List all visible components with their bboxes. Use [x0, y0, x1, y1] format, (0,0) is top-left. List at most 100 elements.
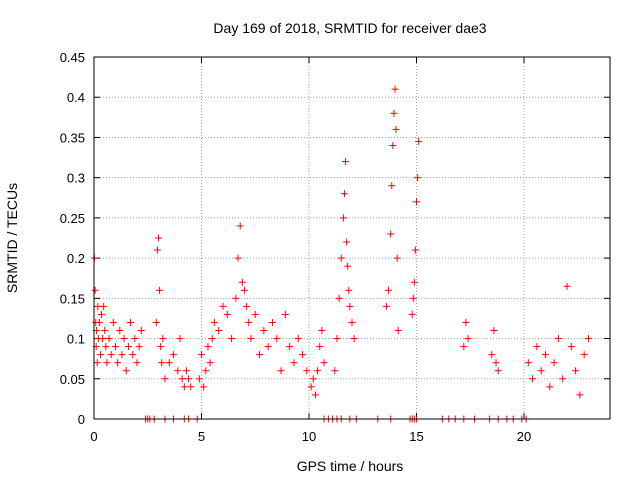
data-point — [112, 343, 119, 351]
data-point — [494, 367, 502, 375]
data-point — [238, 278, 246, 286]
data-point — [411, 246, 419, 254]
x-tick-label: 15 — [409, 429, 423, 444]
data-point — [572, 367, 580, 375]
data-point — [102, 343, 110, 351]
data-point — [390, 109, 398, 117]
data-point — [462, 318, 470, 326]
y-tick-label: 0.45 — [60, 50, 85, 65]
data-point — [488, 351, 496, 359]
x-tick-label: 10 — [302, 429, 316, 444]
data-point — [294, 335, 302, 343]
data-point — [385, 286, 393, 294]
data-point — [159, 335, 167, 343]
data-point — [342, 158, 350, 166]
data-point — [91, 286, 99, 294]
data-point — [206, 359, 214, 367]
chart-title: Day 169 of 2018, SRMTID for receiver dae… — [213, 20, 486, 36]
y-axis-label: SRMTID / TECUs — [4, 183, 20, 293]
data-point — [303, 367, 311, 375]
x-axis-label: GPS time / hours — [297, 458, 404, 474]
plot-frame — [93, 56, 611, 420]
data-point — [152, 318, 160, 326]
data-point — [101, 327, 109, 335]
y-tick-label: 0.35 — [60, 130, 85, 145]
data-point — [98, 310, 106, 318]
data-point — [155, 234, 162, 242]
data-point — [165, 359, 173, 367]
data-point — [208, 335, 216, 343]
data-point — [331, 367, 339, 375]
y-tick-label: 0.25 — [60, 211, 85, 226]
data-point — [202, 367, 210, 375]
data-point — [170, 351, 178, 359]
data-point — [185, 375, 193, 383]
data-point — [174, 367, 182, 375]
data-point — [350, 335, 358, 343]
data-point — [245, 318, 253, 326]
data-point — [137, 327, 145, 335]
data-point — [243, 302, 251, 310]
data-point — [120, 335, 128, 343]
data-point — [178, 375, 186, 383]
data-point — [114, 359, 122, 367]
data-point — [391, 85, 399, 93]
data-point — [232, 294, 240, 302]
data-point — [234, 254, 242, 262]
data-point — [273, 335, 281, 343]
data-point — [182, 367, 190, 375]
data-point — [228, 335, 236, 343]
data-point — [339, 214, 347, 222]
data-point — [180, 383, 188, 391]
data-point — [320, 359, 328, 367]
data-point — [158, 359, 166, 367]
data-point — [95, 318, 103, 326]
data-point — [129, 351, 137, 359]
data-point — [414, 174, 422, 182]
data-point — [537, 367, 545, 375]
data-point — [307, 383, 315, 391]
data-point — [387, 230, 395, 238]
data-point — [122, 367, 130, 375]
x-tick-label: 5 — [198, 429, 205, 444]
data-point — [309, 375, 317, 383]
data-point — [118, 351, 126, 359]
data-point — [105, 335, 113, 343]
grid-layer — [94, 57, 610, 419]
data-point — [392, 125, 400, 133]
data-point — [133, 359, 141, 367]
data-point — [223, 310, 231, 318]
data-point — [100, 302, 108, 310]
data-point — [161, 375, 169, 383]
data-point — [215, 327, 223, 335]
data-point — [410, 278, 418, 286]
x-tick-label: 20 — [517, 429, 531, 444]
data-point — [251, 310, 259, 318]
data-point — [408, 310, 416, 318]
y-tick-label: 0.1 — [67, 332, 85, 347]
data-point — [340, 190, 348, 198]
data-point — [299, 351, 307, 359]
data-point — [96, 351, 104, 359]
data-point — [195, 375, 203, 383]
data-point — [524, 359, 532, 367]
data-point — [210, 318, 218, 326]
data-point — [153, 246, 161, 254]
data-point — [394, 327, 402, 335]
data-point — [204, 343, 212, 351]
data-point — [490, 327, 498, 335]
data-point — [103, 359, 111, 367]
points-layer — [90, 85, 592, 423]
data-point — [345, 286, 353, 294]
data-point — [335, 294, 343, 302]
data-point — [219, 302, 227, 310]
data-point — [567, 343, 575, 351]
data-point — [533, 343, 541, 351]
data-point — [409, 294, 417, 302]
data-point — [382, 302, 390, 310]
data-point — [135, 343, 143, 351]
data-point — [247, 335, 255, 343]
data-point — [554, 335, 562, 343]
data-point — [316, 343, 324, 351]
data-point — [333, 335, 341, 343]
